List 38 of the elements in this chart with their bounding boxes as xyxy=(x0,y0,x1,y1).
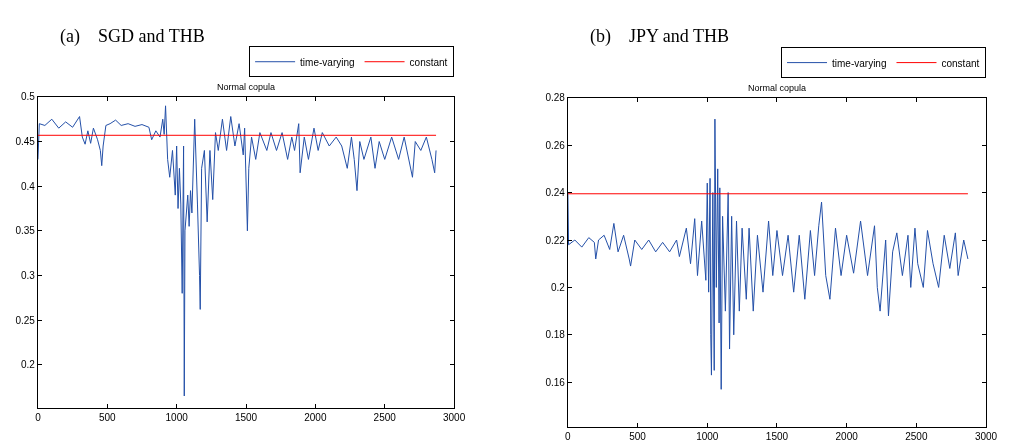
chart-subtitle: Normal copula xyxy=(748,83,807,93)
y-tick-label: 0.26 xyxy=(545,139,566,151)
y-tick-label: 0.16 xyxy=(545,376,566,388)
y-tick-label: 0.2 xyxy=(21,359,36,371)
y-tick-label: 0.22 xyxy=(545,234,566,246)
x-tick-label: 2000 xyxy=(835,431,859,443)
line-series xyxy=(37,105,437,397)
x-tick-label: 2500 xyxy=(905,431,928,443)
x-tick-label: 1500 xyxy=(765,431,789,443)
x-tick-label: 3000 xyxy=(974,431,998,443)
y-tick-label: 0.18 xyxy=(545,329,566,341)
legend-label: time-varying xyxy=(300,56,355,68)
legend-label: constant xyxy=(409,56,448,68)
y-tick-label: 0.4 xyxy=(21,180,36,192)
y-tick-label: 0.25 xyxy=(15,314,36,326)
x-tick-label: 2000 xyxy=(304,411,327,423)
chart-title: (a) SGD and THB xyxy=(60,26,205,47)
x-tick-label: 3000 xyxy=(442,411,466,423)
y-tick-label: 0.2 xyxy=(550,281,566,293)
chart-subtitle: Normal copula xyxy=(217,82,276,92)
x-tick-label: 1000 xyxy=(696,431,719,443)
chart-title: (b) JPY and THB xyxy=(590,26,729,47)
y-tick-label: 0.28 xyxy=(545,92,566,104)
x-tick-label: 1000 xyxy=(165,411,189,423)
legend-label: time-varying xyxy=(832,57,887,69)
x-tick-label: 500 xyxy=(98,411,117,423)
x-tick-label: 0 xyxy=(565,431,572,443)
y-tick-label: 0.45 xyxy=(15,136,36,148)
y-tick-label: 0.35 xyxy=(15,225,36,237)
legend-label: constant xyxy=(941,57,980,69)
x-tick-label: 2500 xyxy=(373,411,397,423)
y-tick-label: 0.5 xyxy=(21,91,36,103)
line-series xyxy=(567,118,969,390)
x-tick-label: 0 xyxy=(35,411,42,423)
x-tick-label: 500 xyxy=(629,431,647,443)
x-tick-label: 1500 xyxy=(234,411,258,423)
y-tick-label: 0.24 xyxy=(545,187,566,199)
y-tick-label: 0.3 xyxy=(21,269,36,281)
